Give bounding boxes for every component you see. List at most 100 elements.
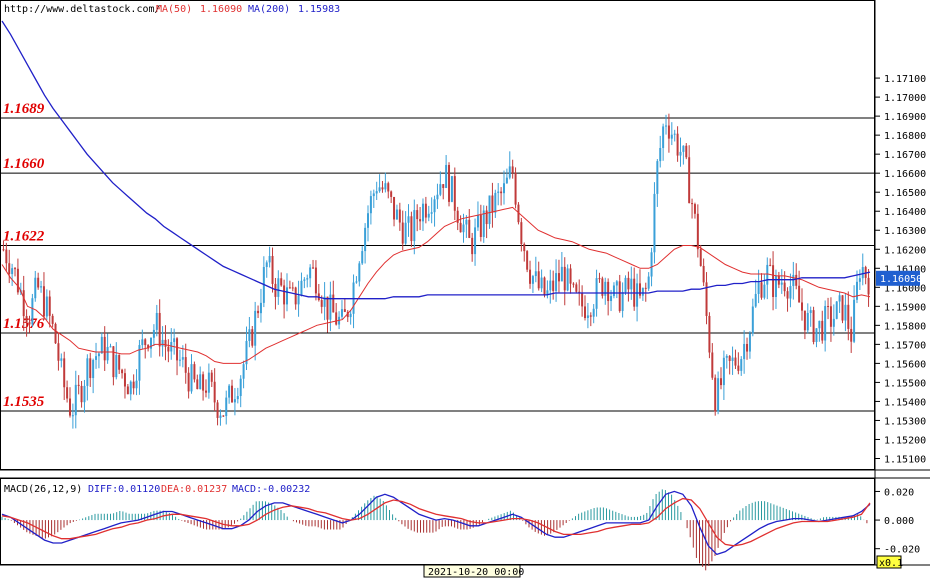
candle-body <box>123 373 126 387</box>
candle-body <box>656 161 659 194</box>
candle-body <box>543 277 546 296</box>
candle-body <box>138 345 141 381</box>
candle-body <box>288 287 291 289</box>
candle-body <box>612 285 615 297</box>
candle-body <box>274 283 277 297</box>
candle-body <box>456 210 459 223</box>
candle-body <box>54 323 57 344</box>
candle-body <box>586 315 589 319</box>
candle-body <box>231 385 234 403</box>
candle-body <box>644 287 647 289</box>
candle-body <box>459 222 462 233</box>
candle-body <box>103 336 106 361</box>
candle-body <box>676 133 679 156</box>
candle-body <box>517 204 520 223</box>
candle-body <box>248 329 251 341</box>
candle-body <box>303 279 306 281</box>
candle-body <box>801 302 804 311</box>
candle-body <box>725 355 728 358</box>
candle-body <box>737 365 740 371</box>
candle-body <box>216 402 219 418</box>
candle-body <box>670 134 673 139</box>
diff-line <box>1 490 871 556</box>
candle-body <box>312 267 315 269</box>
candle-body <box>534 271 537 277</box>
candle-body <box>419 219 422 222</box>
current-price-label: 1.16050 <box>880 274 922 285</box>
candle-body <box>187 372 190 392</box>
candle-body <box>806 312 809 331</box>
candle-body <box>343 309 346 312</box>
candle-body <box>358 263 361 282</box>
candle-body <box>705 282 708 316</box>
candle-body <box>277 278 280 297</box>
candle-body <box>679 151 682 156</box>
candle-body <box>398 209 401 223</box>
candle-body <box>40 286 43 288</box>
candle-body <box>236 396 239 400</box>
candle-body <box>827 306 830 308</box>
candle-body <box>2 249 5 251</box>
candle-body <box>184 357 187 373</box>
macd-value-label: MACD:-0.00232 <box>232 484 310 495</box>
candle-body <box>604 281 607 296</box>
candle-body <box>306 278 309 280</box>
ma200-value: 1.15983 <box>298 4 340 15</box>
candle-body <box>150 337 153 349</box>
macd-panel[interactable] <box>0 478 875 565</box>
candle-body <box>850 328 853 342</box>
candle-body <box>442 184 445 188</box>
candle-body <box>818 320 821 329</box>
candle-body <box>196 379 199 390</box>
candle-body <box>523 244 526 252</box>
candle-body <box>647 276 650 289</box>
candle-body <box>326 296 329 320</box>
candle-body <box>719 378 722 386</box>
level-label: 1.1622 <box>3 228 45 244</box>
candle-body <box>364 227 367 252</box>
candle-body <box>500 191 503 194</box>
macd-axis-label: -0.020 <box>884 545 920 556</box>
price-axis-label: 1.15400 <box>884 397 926 408</box>
candle-body <box>283 285 286 305</box>
price-axis-label: 1.15700 <box>884 340 926 351</box>
candle-body <box>167 346 170 352</box>
candle-body <box>844 304 847 321</box>
candle-body <box>540 277 543 289</box>
candle-body <box>106 346 109 361</box>
candle-body <box>754 293 757 307</box>
scale-badge[interactable] <box>876 555 902 569</box>
candle-body <box>673 133 676 135</box>
candle-body <box>280 278 283 286</box>
candle-body <box>378 187 381 192</box>
macd-axis-label: 0.020 <box>884 487 914 498</box>
candle-body <box>607 281 610 302</box>
candle-body <box>757 282 760 294</box>
price-panel[interactable] <box>0 0 875 470</box>
candle-body <box>48 296 51 316</box>
candle-body <box>77 384 80 386</box>
macd-axis-label: 0.000 <box>884 516 914 527</box>
candle-body <box>766 264 769 285</box>
candle-body <box>97 353 100 357</box>
candle-body <box>748 333 751 352</box>
candle-body <box>699 249 702 266</box>
candle-body <box>462 224 465 233</box>
price-axis-label: 1.15600 <box>884 359 926 370</box>
candle-body <box>390 191 393 197</box>
candle-body <box>696 213 699 250</box>
candle-body <box>66 387 69 399</box>
candle-body <box>254 310 257 346</box>
price-axis-label: 1.16700 <box>884 150 926 161</box>
candle-body <box>815 328 818 343</box>
candle-body <box>126 386 129 395</box>
candle-body <box>323 296 326 307</box>
candle-body <box>731 357 734 361</box>
candle-body <box>204 390 207 393</box>
price-axis-label: 1.16800 <box>884 131 926 142</box>
candle-body <box>601 278 604 296</box>
ma50-line <box>1 206 871 364</box>
candle-body <box>740 359 743 371</box>
